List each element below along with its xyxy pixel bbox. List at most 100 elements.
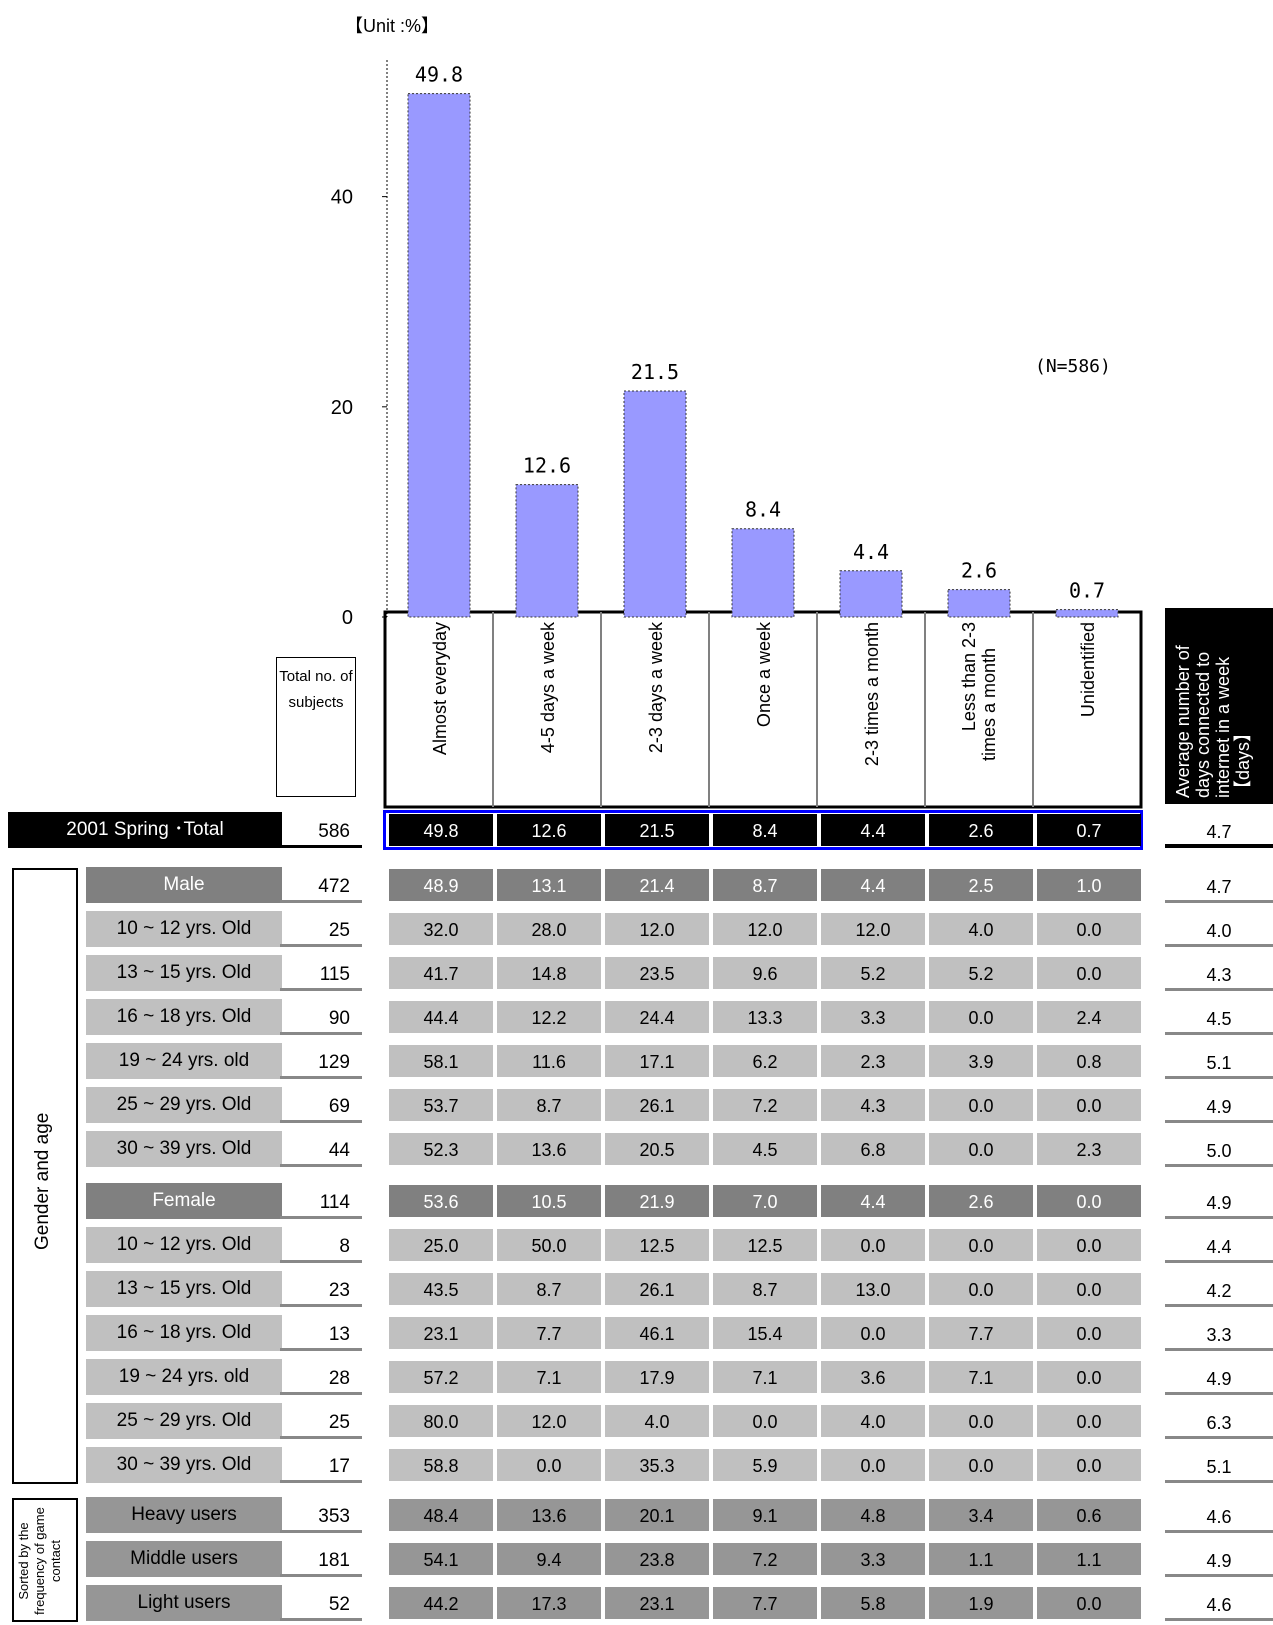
row-count: 114: [280, 1183, 362, 1219]
data-cell: 9.6: [713, 957, 817, 989]
total-subjects-header: Total no. of subjects: [276, 657, 356, 797]
average-days-cell: 4.7: [1165, 867, 1273, 903]
data-cell: 7.2: [713, 1543, 817, 1575]
average-days-cell: 4.9: [1165, 1541, 1273, 1577]
row-count: 25: [280, 1403, 362, 1439]
data-cell: 6.8: [821, 1133, 925, 1165]
row-count: 17: [280, 1447, 362, 1483]
gender-age-group-label: Gender and age: [32, 1112, 53, 1250]
bar: [839, 570, 903, 618]
data-cell: 0.0: [1037, 1185, 1141, 1217]
row-label: 10 ~ 12 yrs. Old: [86, 911, 282, 947]
row-label: 25 ~ 29 yrs. Old: [86, 1087, 282, 1123]
data-cell: 0.0: [1037, 1273, 1141, 1305]
bar: [731, 528, 795, 618]
data-cell: 53.7: [389, 1089, 493, 1121]
data-cell: 12.6: [497, 814, 601, 846]
row-label: 16 ~ 18 yrs. Old: [86, 1315, 282, 1351]
data-cell: 25.0: [389, 1229, 493, 1261]
data-cell: 9.1: [713, 1499, 817, 1531]
y-tick-label: 0: [342, 607, 353, 629]
row-count: 586: [280, 812, 362, 848]
data-cell: 3.6: [821, 1361, 925, 1393]
data-cell: 12.5: [605, 1229, 709, 1261]
data-cell: 0.0: [929, 1273, 1033, 1305]
row-label: Middle users: [86, 1541, 282, 1577]
row-count: 13: [280, 1315, 362, 1351]
data-cell: 12.5: [713, 1229, 817, 1261]
data-cell: 4.4: [821, 1185, 925, 1217]
row-count: 181: [280, 1541, 362, 1577]
row-label: 19 ~ 24 yrs. old: [86, 1359, 282, 1395]
bar: [407, 93, 471, 618]
data-cell: 4.0: [929, 913, 1033, 945]
data-cell: 5.8: [821, 1587, 925, 1619]
average-days-cell: 4.3: [1165, 955, 1273, 991]
data-cell: 8.7: [497, 1089, 601, 1121]
row-count: 90: [280, 999, 362, 1035]
average-days-header: Average number of days connected to inte…: [1165, 608, 1273, 804]
data-cell: 1.1: [929, 1543, 1033, 1575]
data-cell: 46.1: [605, 1317, 709, 1349]
data-cell: 44.2: [389, 1587, 493, 1619]
bar-value-label: 8.4: [745, 498, 781, 522]
data-cell: 4.5: [713, 1133, 817, 1165]
data-cell: 7.7: [929, 1317, 1033, 1349]
data-cell: 57.2: [389, 1361, 493, 1393]
bar: [515, 484, 579, 618]
row-count: 52: [280, 1585, 362, 1621]
data-cell: 0.0: [713, 1405, 817, 1437]
average-days-header-text: Average number of days connected to inte…: [1173, 645, 1253, 798]
data-cell: 12.2: [497, 1001, 601, 1033]
average-days-cell: 3.3: [1165, 1315, 1273, 1351]
average-days-cell: 5.1: [1165, 1043, 1273, 1079]
data-cell: 21.4: [605, 869, 709, 901]
data-cell: 43.5: [389, 1273, 493, 1305]
category-label-line: times a month: [979, 648, 999, 761]
data-cell: 7.1: [713, 1361, 817, 1393]
data-cell: 41.7: [389, 957, 493, 989]
data-cell: 12.0: [821, 913, 925, 945]
data-cell: 26.1: [605, 1089, 709, 1121]
data-cell: 2.6: [929, 1185, 1033, 1217]
average-days-cell: 4.9: [1165, 1087, 1273, 1123]
average-days-cell: 4.6: [1165, 1585, 1273, 1621]
bar-chart: 0 20 40 49.8 Almost everyday 12.6 4-5 days a w…: [331, 60, 1143, 809]
data-cell: 58.1: [389, 1045, 493, 1077]
row-label: 30 ~ 39 yrs. Old: [86, 1131, 282, 1167]
category-label: 4-5 days a week: [538, 621, 558, 753]
data-cell: 0.0: [929, 1405, 1033, 1437]
row-count: 28: [280, 1359, 362, 1395]
data-cell: 5.2: [821, 957, 925, 989]
data-cell: 2.3: [821, 1045, 925, 1077]
data-cell: 0.0: [821, 1229, 925, 1261]
data-cell: 32.0: [389, 913, 493, 945]
data-cell: 2.3: [1037, 1133, 1141, 1165]
data-cell: 50.0: [497, 1229, 601, 1261]
data-cell: 80.0: [389, 1405, 493, 1437]
average-days-cell: 4.7: [1165, 812, 1273, 848]
average-days-cell: 4.9: [1165, 1359, 1273, 1395]
data-cell: 48.4: [389, 1499, 493, 1531]
data-cell: 0.0: [1037, 1089, 1141, 1121]
row-count: 115: [280, 955, 362, 991]
data-cell: 1.9: [929, 1587, 1033, 1619]
data-cell: 7.0: [713, 1185, 817, 1217]
data-cell: 9.4: [497, 1543, 601, 1575]
bar-value-label: 0.7: [1069, 579, 1105, 603]
average-days-cell: 4.6: [1165, 1497, 1273, 1533]
data-cell: 8.7: [713, 869, 817, 901]
data-cell: 13.1: [497, 869, 601, 901]
unit-label: 【Unit :%】: [345, 16, 440, 36]
data-cell: 44.4: [389, 1001, 493, 1033]
data-cell: 0.0: [1037, 1405, 1141, 1437]
data-cell: 48.9: [389, 869, 493, 901]
data-cell: 2.5: [929, 869, 1033, 901]
data-cell: 54.1: [389, 1543, 493, 1575]
average-days-cell: 4.9: [1165, 1183, 1273, 1219]
row-count: 69: [280, 1087, 362, 1123]
data-cell: 0.0: [1037, 1587, 1141, 1619]
sample-size-label: (N=586): [1035, 356, 1111, 377]
data-cell: 15.4: [713, 1317, 817, 1349]
data-cell: 17.9: [605, 1361, 709, 1393]
